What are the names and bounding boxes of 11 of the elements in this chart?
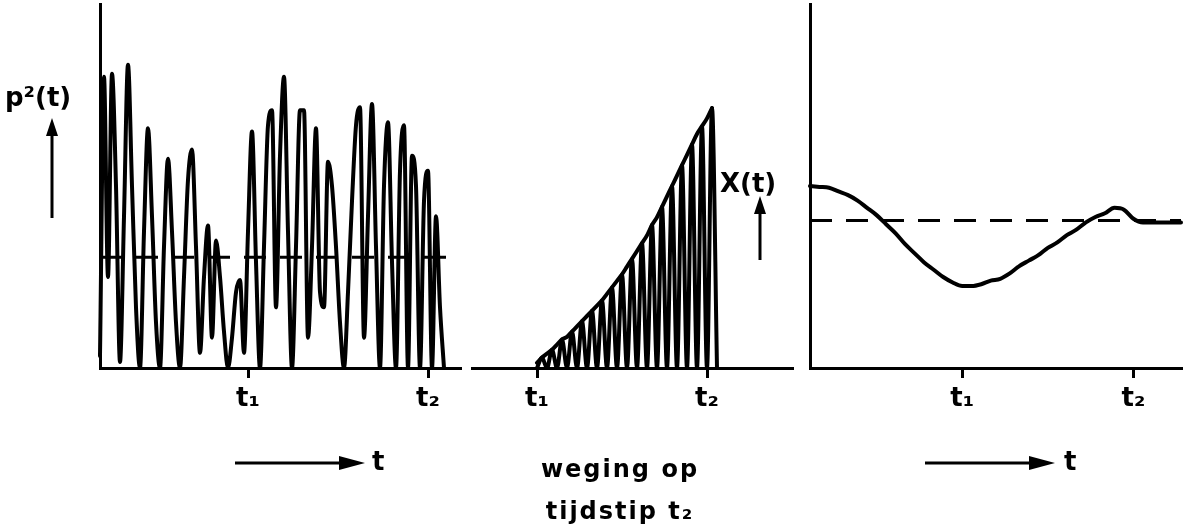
x-tick-label: t₁ — [236, 382, 260, 413]
y-axis-title: p²(t) — [5, 82, 72, 112]
x-tick-label: t₂ — [416, 382, 440, 413]
x-axis-title: weging op tijdstip t₂ — [539, 454, 701, 526]
y-axis-title: X(t) — [720, 168, 777, 198]
x-tick-label: t₁ — [950, 382, 975, 413]
x-axis-title: t — [372, 446, 385, 476]
x-tick-label: t₁ — [525, 382, 549, 413]
x-axis-title: t — [1064, 446, 1077, 476]
x-tick-label: t₂ — [1121, 382, 1146, 413]
x-tick-label: t₂ — [695, 382, 719, 413]
